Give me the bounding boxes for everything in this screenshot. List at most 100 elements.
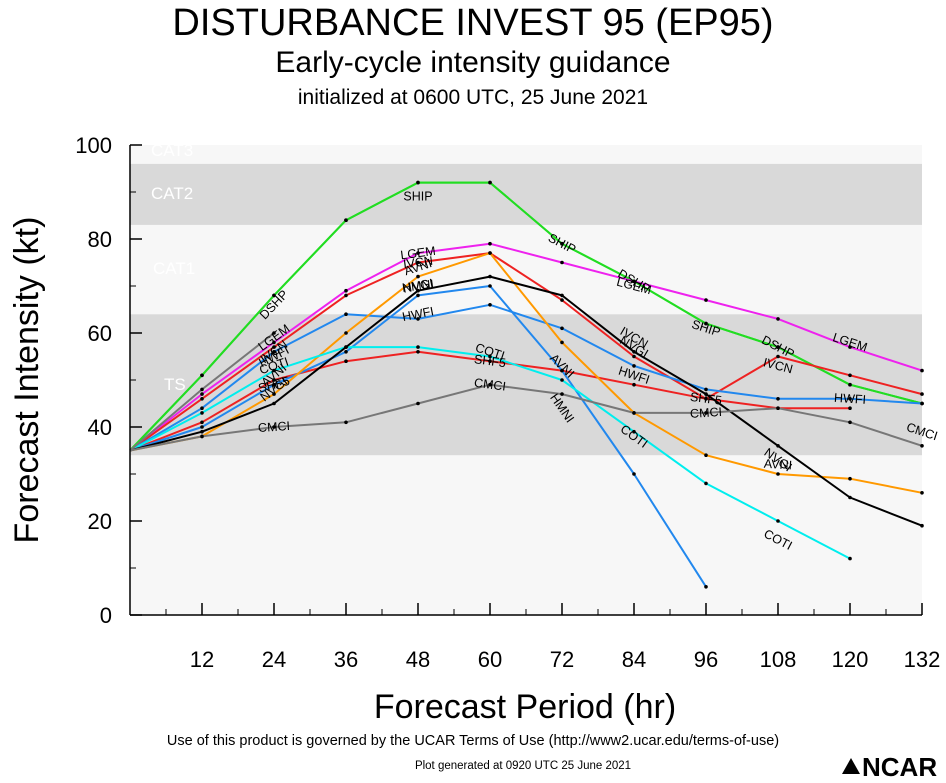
series-point-ivcn: [416, 260, 420, 265]
series-point-hwfi: [560, 326, 564, 331]
series-point-ofci: [272, 331, 276, 335]
series-point-ship: [416, 180, 420, 185]
series-point-coti: [416, 345, 420, 349]
y-axis-label: Forecast Intensity (kt): [8, 217, 46, 544]
series-label-cmci: CMCI: [690, 405, 723, 421]
series-label-ivcn: IVCN: [402, 254, 433, 272]
series-label-hwfi: HWFI: [834, 391, 867, 407]
series-point-coti: [848, 556, 852, 561]
series-point-lgem: [488, 241, 492, 246]
series-point-lgem: [704, 298, 708, 302]
series-point-lgem: [344, 288, 348, 293]
series-point-hmni: [560, 368, 564, 373]
series-point-ivcn: [848, 373, 852, 378]
series-point-ivcn: [272, 345, 276, 349]
series-point-lgem: [272, 340, 276, 345]
series-point-nvgi: [272, 401, 276, 406]
series-point-cmci: [416, 401, 420, 406]
series-point-hwfi: [488, 303, 492, 307]
series-label-hmni: HMNI: [401, 277, 434, 295]
y-tick-label: 80: [88, 227, 112, 252]
y-tick-label: 40: [88, 415, 112, 440]
series-point-avni: [848, 476, 852, 481]
y-tick-label: 60: [88, 321, 112, 346]
series-point-coti: [560, 378, 564, 382]
series-point-hmni: [416, 293, 420, 298]
series-label-cmci: CMCI: [258, 419, 291, 435]
series-point-coti: [200, 411, 204, 415]
series-point-avni: [416, 274, 420, 279]
series-point-avni: [344, 331, 348, 335]
series-point-cmci: [344, 420, 348, 425]
series-label-lgem: LGEM: [400, 244, 437, 262]
initialized-time: initialized at 0600 UTC, 25 June 2021: [297, 86, 649, 109]
series-point-hwfi: [776, 397, 780, 401]
band-cat3: [130, 145, 922, 164]
series-point-ship: [344, 218, 348, 222]
series-point-ship: [200, 373, 204, 378]
series-point-hwfi: [272, 350, 276, 354]
series-line-avni: [129, 252, 923, 494]
series-point-shf5: [488, 359, 492, 364]
series-point-nvgi: [416, 288, 420, 293]
series-labels: DSHPDSHPDSHPSHIPSHIPSHIPLGEMLGEMLGEMLGEM…: [256, 190, 940, 553]
terms-of-use: Use of this product is governed by the U…: [166, 733, 780, 749]
x-tick-label: 12: [190, 647, 214, 672]
series-point-cmci: [272, 425, 276, 429]
series-label-nvgi: NVGI: [402, 276, 435, 296]
series-point-coti: [776, 519, 780, 523]
y-tick-label: 100: [75, 133, 112, 158]
x-tick-label: 84: [622, 647, 646, 672]
chart-axes: 0 20 40 60 80 100 12 24 36 48 60 72 84 96 108 120 132: [75, 133, 940, 672]
series-point-nvgi: [488, 274, 492, 279]
y-tick-label: 20: [88, 509, 112, 534]
series-point-nvgi: [344, 345, 348, 349]
x-axis-label: Forecast Period (hr): [374, 688, 676, 726]
series-point-avni: [560, 340, 564, 345]
series-point-avni: [920, 491, 924, 495]
x-tick-label: 24: [262, 647, 286, 672]
series-point-ivcn: [776, 354, 780, 359]
x-tick-label: 96: [694, 647, 718, 672]
band-ts: [130, 314, 922, 456]
series-point-hmni: [704, 585, 708, 589]
series-line-ivcn: [129, 252, 923, 452]
series-line-hwfi: [129, 303, 923, 452]
x-tick-label: 60: [478, 647, 502, 672]
ncar-logo-text: NCAR: [862, 752, 938, 782]
series-point-lgem: [776, 317, 780, 321]
series-point-ofci: [200, 387, 204, 392]
series-point-lgem: [200, 392, 204, 396]
series-point-ship: [560, 241, 564, 246]
plot-generated-time: Plot generated at 0920 UTC 25 June 2021: [414, 760, 632, 772]
series-point-lgem: [848, 345, 852, 349]
series-point-shf5: [272, 378, 276, 382]
series-point-lgem: [920, 368, 924, 373]
series-point-avni: [704, 453, 708, 458]
series-point-ship: [488, 180, 492, 185]
series-point-cmci: [704, 411, 708, 415]
x-tick-label: 108: [760, 647, 797, 672]
series-point-hwfi: [344, 312, 348, 317]
series-label-hwfi: HWFI: [401, 304, 435, 324]
series-point-lgem: [632, 279, 636, 284]
series-point-nvgi: [632, 350, 636, 354]
series-point-hmni: [344, 350, 348, 354]
series-point-ship: [848, 382, 852, 387]
series-point-cmci: [632, 411, 636, 415]
series-point-nvgi: [920, 523, 924, 528]
band-cat1: [130, 224, 922, 315]
series-line-ship: [129, 181, 923, 452]
x-tick-label: 120: [832, 647, 869, 672]
series-point-nvgi: [200, 429, 204, 434]
series-line-nvgi: [129, 275, 923, 527]
band-label-ts: TS: [164, 375, 186, 394]
series-point-ivcn: [200, 397, 204, 401]
series-point-hmni: [272, 382, 276, 387]
series-point-ivcn: [560, 298, 564, 302]
x-tick-label: 72: [550, 647, 574, 672]
series-point-shf5: [416, 350, 420, 354]
series-point-shf5: [344, 359, 348, 364]
category-bands: TS CAT1 CAT2 CAT3: [130, 141, 922, 615]
series-point-ivcn: [920, 392, 924, 396]
